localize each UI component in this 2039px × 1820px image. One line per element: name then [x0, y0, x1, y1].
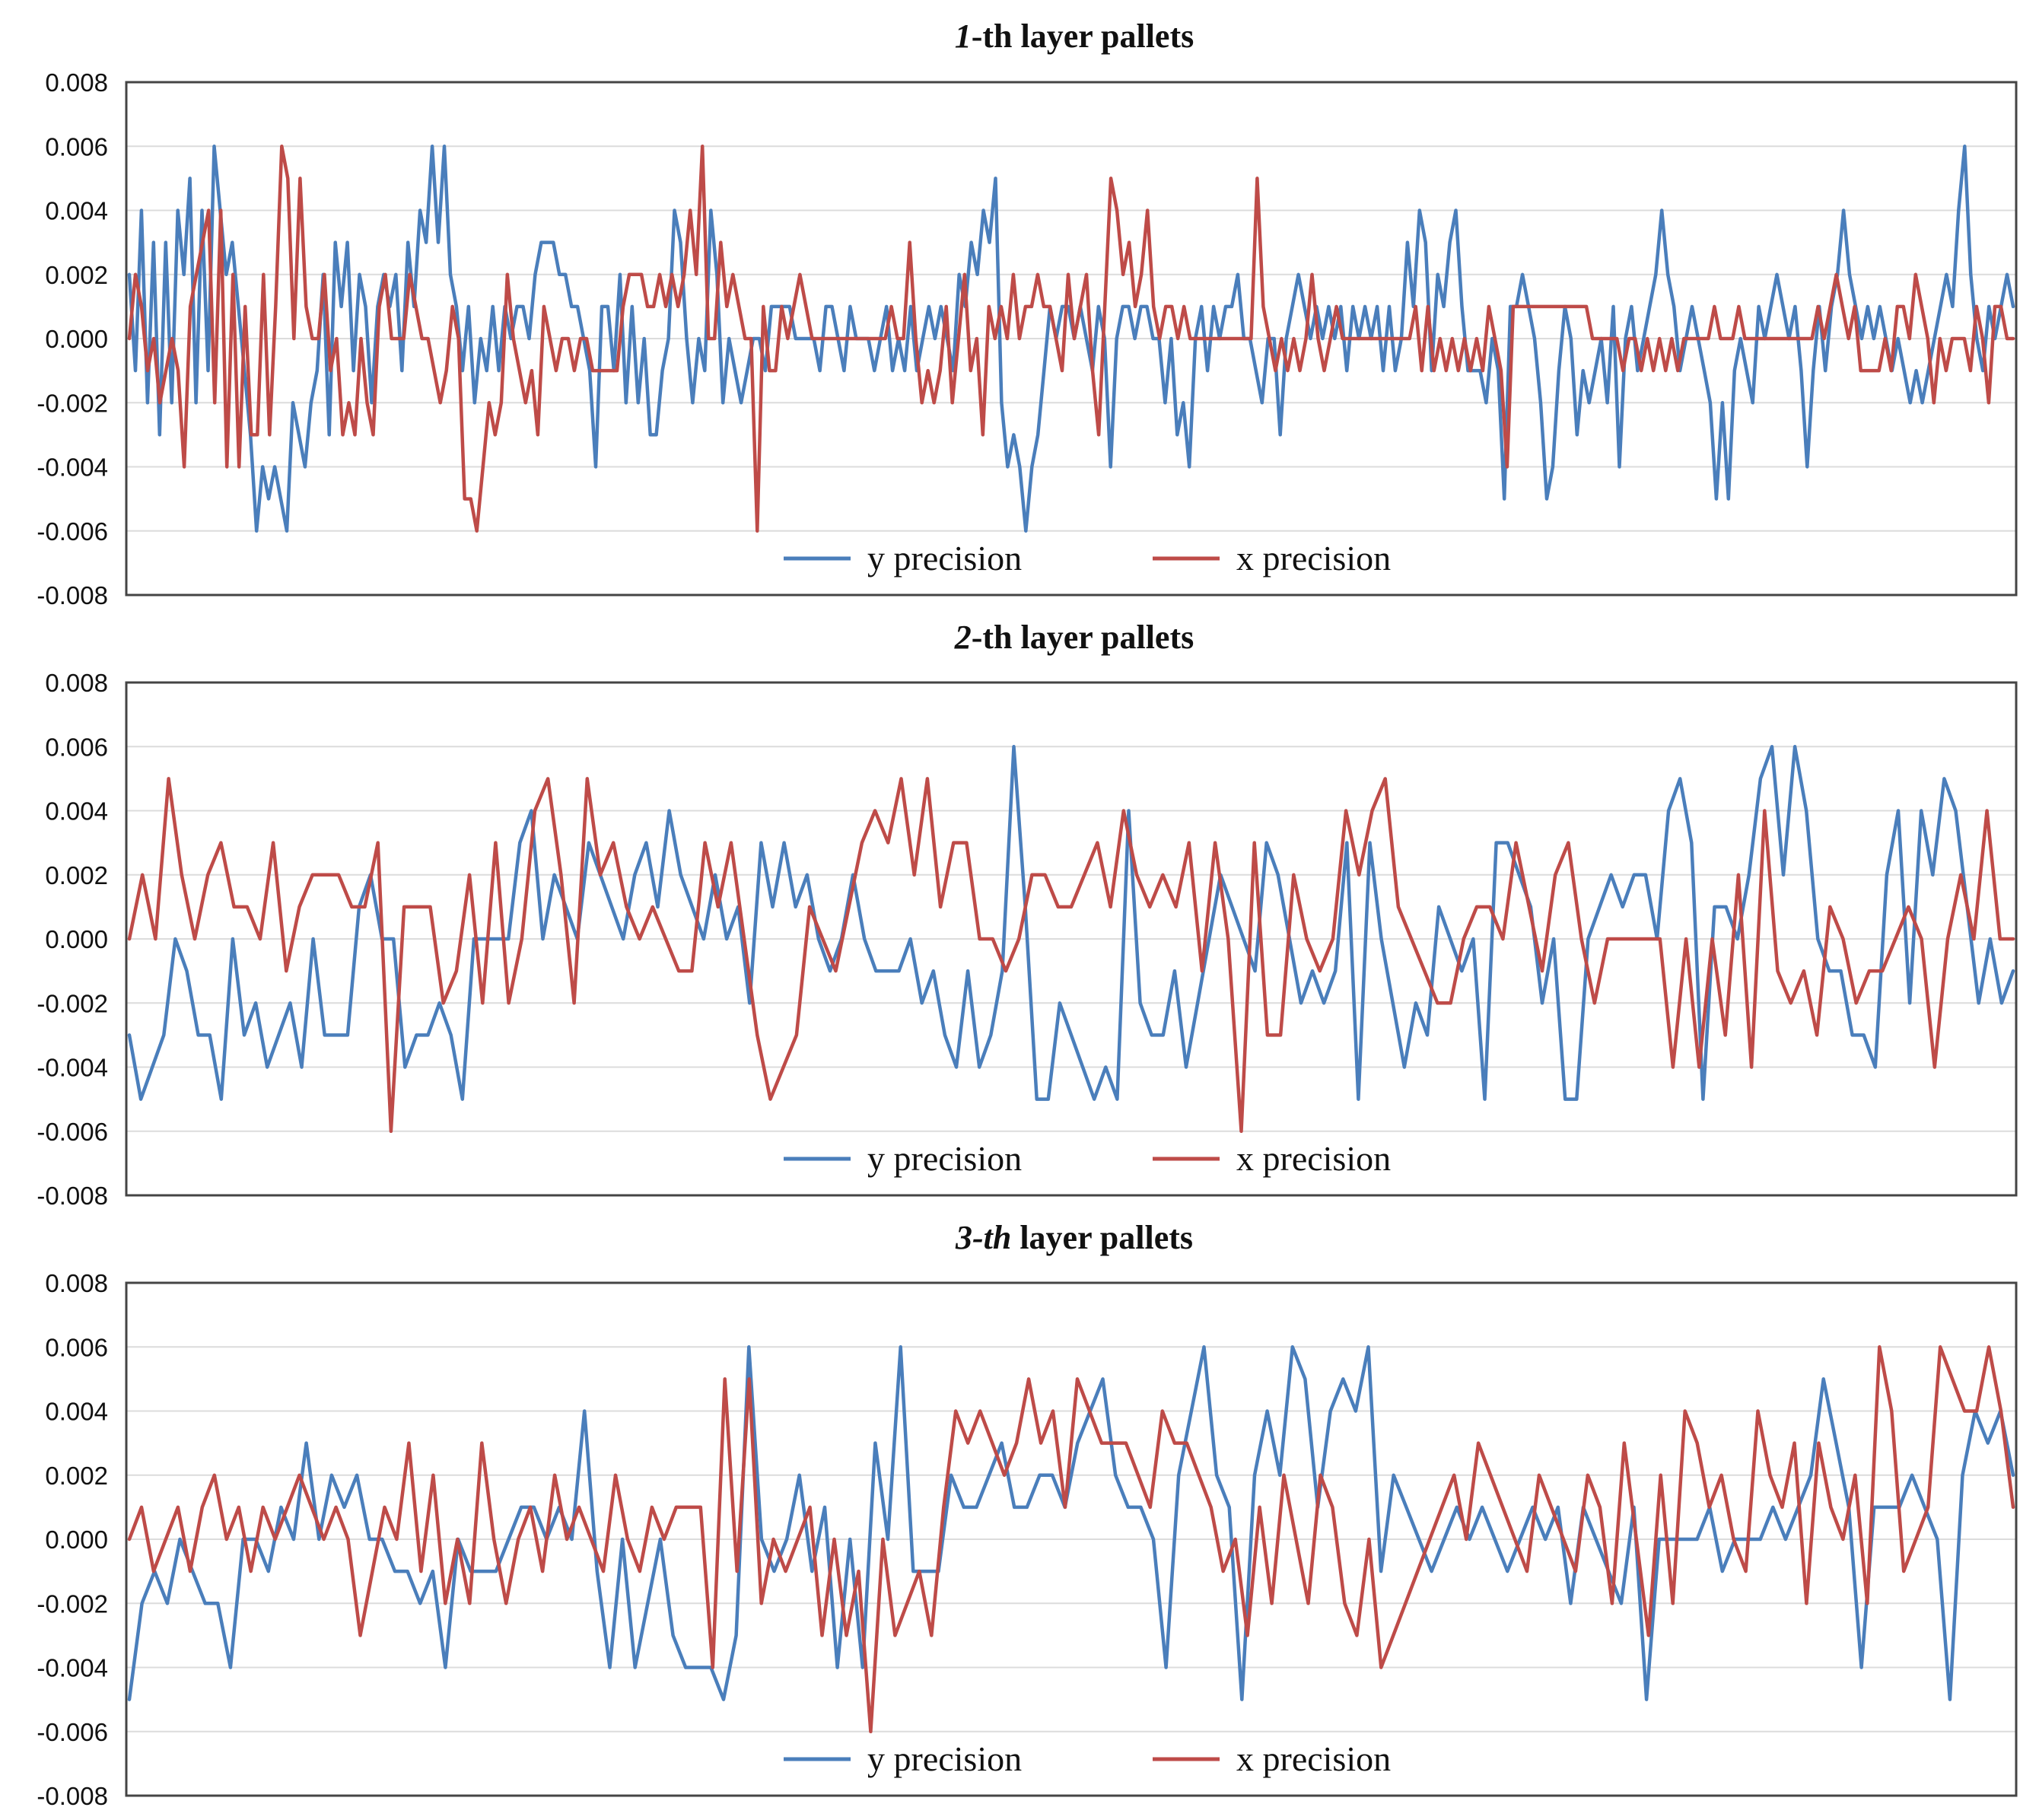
chart-title: 1-th layer pallets	[955, 18, 1194, 55]
y-tick-label: -0.004	[37, 1054, 108, 1082]
series-line-y-precision	[127, 745, 2015, 1101]
chart-title: 3-th layer pallets	[955, 1219, 1193, 1256]
legend-label-x-precision: x precision	[1236, 539, 1391, 578]
legend-label-y-precision: y precision	[867, 539, 1022, 578]
plot-area	[125, 1281, 2018, 1797]
y-tick-label: -0.008	[37, 581, 108, 609]
plot-area	[125, 681, 2018, 1197]
y-tick-label: -0.002	[37, 1589, 108, 1618]
series-line-x-precision	[127, 777, 2015, 1134]
plot-area	[125, 81, 2018, 597]
chart-panel-1: 1-th layer pallets 0.008 0.006 0.004 0.002 0.…	[37, 18, 2018, 609]
legend-label-y-precision: y precision	[867, 1739, 1022, 1778]
y-tick-label: 0.004	[45, 797, 108, 826]
series-line-y-precision	[127, 1345, 2015, 1701]
y-tick-label: 0.000	[45, 1526, 108, 1554]
chart-panel-3: 3-th layer pallets 0.008 0.006 0.004 0.002 0.…	[37, 1219, 2018, 1810]
series-line-x-precision	[127, 1345, 2015, 1734]
y-tick-label: 0.006	[45, 733, 108, 761]
y-tick-label: 0.006	[45, 132, 108, 161]
legend-label-y-precision: y precision	[867, 1139, 1022, 1178]
chart-title-suffix: -th layer pallets	[972, 619, 1194, 656]
chart-title-prefix: 3-th	[955, 1219, 1011, 1256]
y-tick-label: 0.000	[45, 925, 108, 953]
y-tick-label: 0.006	[45, 1333, 108, 1361]
y-tick-label: -0.002	[37, 989, 108, 1017]
y-tick-label: -0.006	[37, 1118, 108, 1146]
legend-label-x-precision: x precision	[1236, 1139, 1391, 1178]
y-tick-label: -0.004	[37, 453, 108, 482]
y-tick-label: 0.008	[45, 669, 108, 697]
y-tick-label: 0.000	[45, 325, 108, 353]
y-tick-label: 0.008	[45, 1269, 108, 1297]
chart-title-suffix: layer pallets	[1011, 1219, 1193, 1256]
y-tick-label: -0.008	[37, 1182, 108, 1210]
y-tick-label: -0.006	[37, 1718, 108, 1746]
y-tick-label: 0.002	[45, 1462, 108, 1490]
chart-panel-2: 2-th layer pallets 0.008 0.006 0.004 0.002 0.…	[37, 619, 2018, 1210]
y-tick-label: -0.004	[37, 1654, 108, 1682]
legend-label-x-precision: x precision	[1236, 1739, 1391, 1778]
chart-title-suffix: -th layer pallets	[972, 18, 1194, 55]
y-tick-label: 0.002	[45, 261, 108, 289]
y-tick-label: -0.008	[37, 1782, 108, 1810]
y-tick-label: 0.004	[45, 197, 108, 225]
y-tick-label: -0.006	[37, 517, 108, 546]
series-line-x-precision	[127, 145, 2015, 533]
y-tick-label: 0.002	[45, 861, 108, 889]
chart-title: 2-th layer pallets	[954, 619, 1194, 656]
y-tick-label: -0.002	[37, 389, 108, 417]
y-tick-label: 0.008	[45, 68, 108, 97]
chart-title-prefix: 2	[954, 619, 972, 656]
chart-title-prefix: 1	[955, 18, 972, 55]
y-tick-label: 0.004	[45, 1398, 108, 1426]
